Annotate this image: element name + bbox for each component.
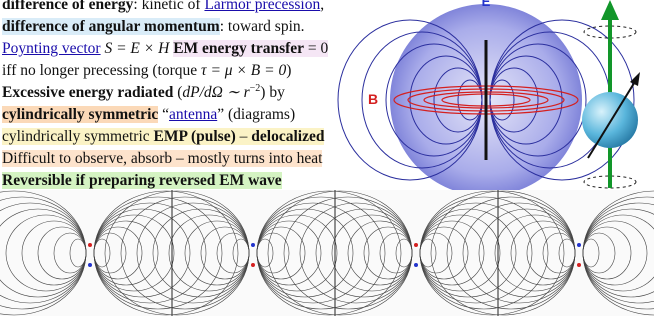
text: = 0 bbox=[304, 40, 328, 57]
e-label: E bbox=[482, 0, 491, 9]
text: iff no longer precessing (torque bbox=[2, 62, 201, 79]
line: difference of angular momentum: toward s… bbox=[0, 16, 380, 38]
bold: EMP (pulse) bbox=[154, 128, 236, 145]
bold: cylindrically symmetric bbox=[2, 106, 158, 123]
text: cylindrically symmetric bbox=[2, 128, 154, 145]
exponent: −2 bbox=[250, 83, 261, 94]
text: “ bbox=[158, 106, 169, 123]
line: iff no longer precessing (torque τ = μ ×… bbox=[0, 60, 380, 82]
text: Difficult to observe, absorb – mostly tu… bbox=[2, 150, 322, 167]
line: Difficult to observe, absorb – mostly tu… bbox=[0, 148, 380, 170]
arrow-head bbox=[601, 0, 619, 20]
link[interactable]: Larmor precession bbox=[204, 0, 320, 13]
text: : kinetic of bbox=[133, 0, 204, 13]
line: Excessive energy radiated (dP/dΩ ∼ r−2) … bbox=[0, 82, 380, 104]
spin-ball bbox=[582, 92, 638, 148]
charge bbox=[88, 243, 92, 247]
text: , bbox=[320, 0, 324, 13]
line: cylindrically symmetric “antenna” (diagr… bbox=[0, 104, 380, 126]
text: ” (diagrams) bbox=[217, 106, 295, 123]
text-block: difference of energy: kinetic of Larmor … bbox=[0, 0, 380, 192]
math: S = E × H bbox=[101, 40, 174, 57]
emp-panel bbox=[0, 190, 654, 316]
line: Reversible if preparing reversed EM wave bbox=[0, 170, 380, 192]
line: Poynting vector S = E × H EM energy tran… bbox=[0, 38, 380, 60]
bold: EM energy transfer bbox=[173, 40, 304, 57]
charge bbox=[414, 243, 418, 247]
page: E B difference of energy: kinetic of Lar… bbox=[0, 0, 654, 316]
link[interactable]: Poynting vector bbox=[2, 40, 101, 57]
math: τ = μ × B = 0 bbox=[201, 62, 286, 79]
bold: delocalized bbox=[251, 128, 324, 145]
text: ) by bbox=[260, 84, 285, 101]
line: cylindrically symmetric EMP (pulse) – de… bbox=[0, 126, 380, 148]
text: : toward spin. bbox=[220, 18, 305, 35]
charge bbox=[88, 263, 92, 267]
text: – bbox=[236, 128, 252, 145]
bold: Excessive energy radiated bbox=[2, 84, 173, 101]
bold: Reversible if preparing reversed EM wave bbox=[2, 172, 282, 189]
charge bbox=[251, 243, 255, 247]
charge bbox=[251, 263, 255, 267]
line: difference of energy: kinetic of Larmor … bbox=[0, 0, 380, 16]
charge bbox=[414, 263, 418, 267]
charge bbox=[577, 263, 581, 267]
charge bbox=[577, 243, 581, 247]
text: ) bbox=[286, 62, 291, 79]
link[interactable]: antenna bbox=[169, 106, 217, 123]
math: dP/dΩ ∼ r bbox=[182, 84, 249, 101]
bold: difference of energy bbox=[2, 0, 133, 13]
bold: difference of angular momentum bbox=[2, 18, 220, 35]
